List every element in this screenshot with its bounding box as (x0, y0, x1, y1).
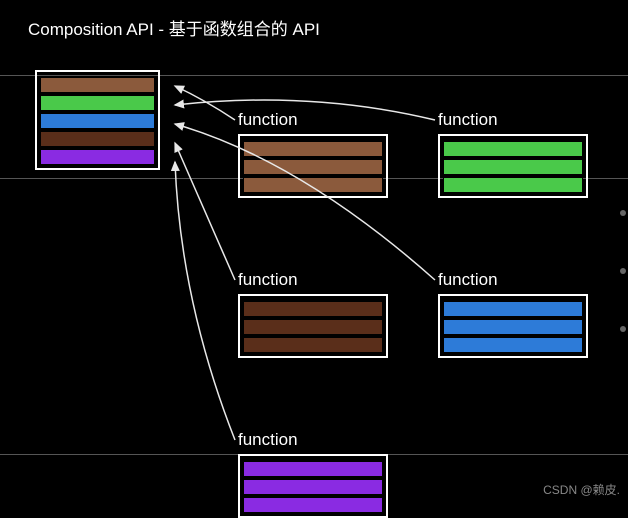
arrow-path (175, 162, 235, 440)
composition-bar (40, 95, 155, 111)
function-bar (243, 337, 383, 353)
side-dot (620, 268, 626, 274)
function-bar (243, 479, 383, 495)
function-bar (443, 159, 583, 175)
arrow-path (175, 100, 435, 120)
composition-bar (40, 149, 155, 165)
function-bar (243, 141, 383, 157)
function-label: function (438, 270, 498, 290)
function-bar (443, 301, 583, 317)
function-bar (243, 159, 383, 175)
function-bar (243, 177, 383, 193)
side-dot (620, 326, 626, 332)
watermark-text: CSDN @赖皮. (543, 481, 620, 498)
composition-bar (40, 131, 155, 147)
function-box (238, 294, 388, 358)
function-label: function (238, 270, 298, 290)
composition-bar (40, 113, 155, 129)
arrow-path (175, 143, 235, 280)
arrow-path (175, 86, 235, 120)
function-bar (243, 497, 383, 513)
function-label: function (238, 110, 298, 130)
composition-box (35, 70, 160, 170)
function-box (438, 134, 588, 198)
function-box (238, 454, 388, 518)
function-label: function (238, 430, 298, 450)
function-bar (243, 301, 383, 317)
function-label: function (438, 110, 498, 130)
function-box (438, 294, 588, 358)
side-dot (620, 210, 626, 216)
function-bar (443, 337, 583, 353)
diagram-title: Composition API - 基于函数组合的 API (28, 15, 320, 40)
function-bar (443, 177, 583, 193)
function-bar (243, 319, 383, 335)
function-bar (243, 461, 383, 477)
function-bar (443, 319, 583, 335)
composition-bar (40, 77, 155, 93)
function-box (238, 134, 388, 198)
function-bar (443, 141, 583, 157)
